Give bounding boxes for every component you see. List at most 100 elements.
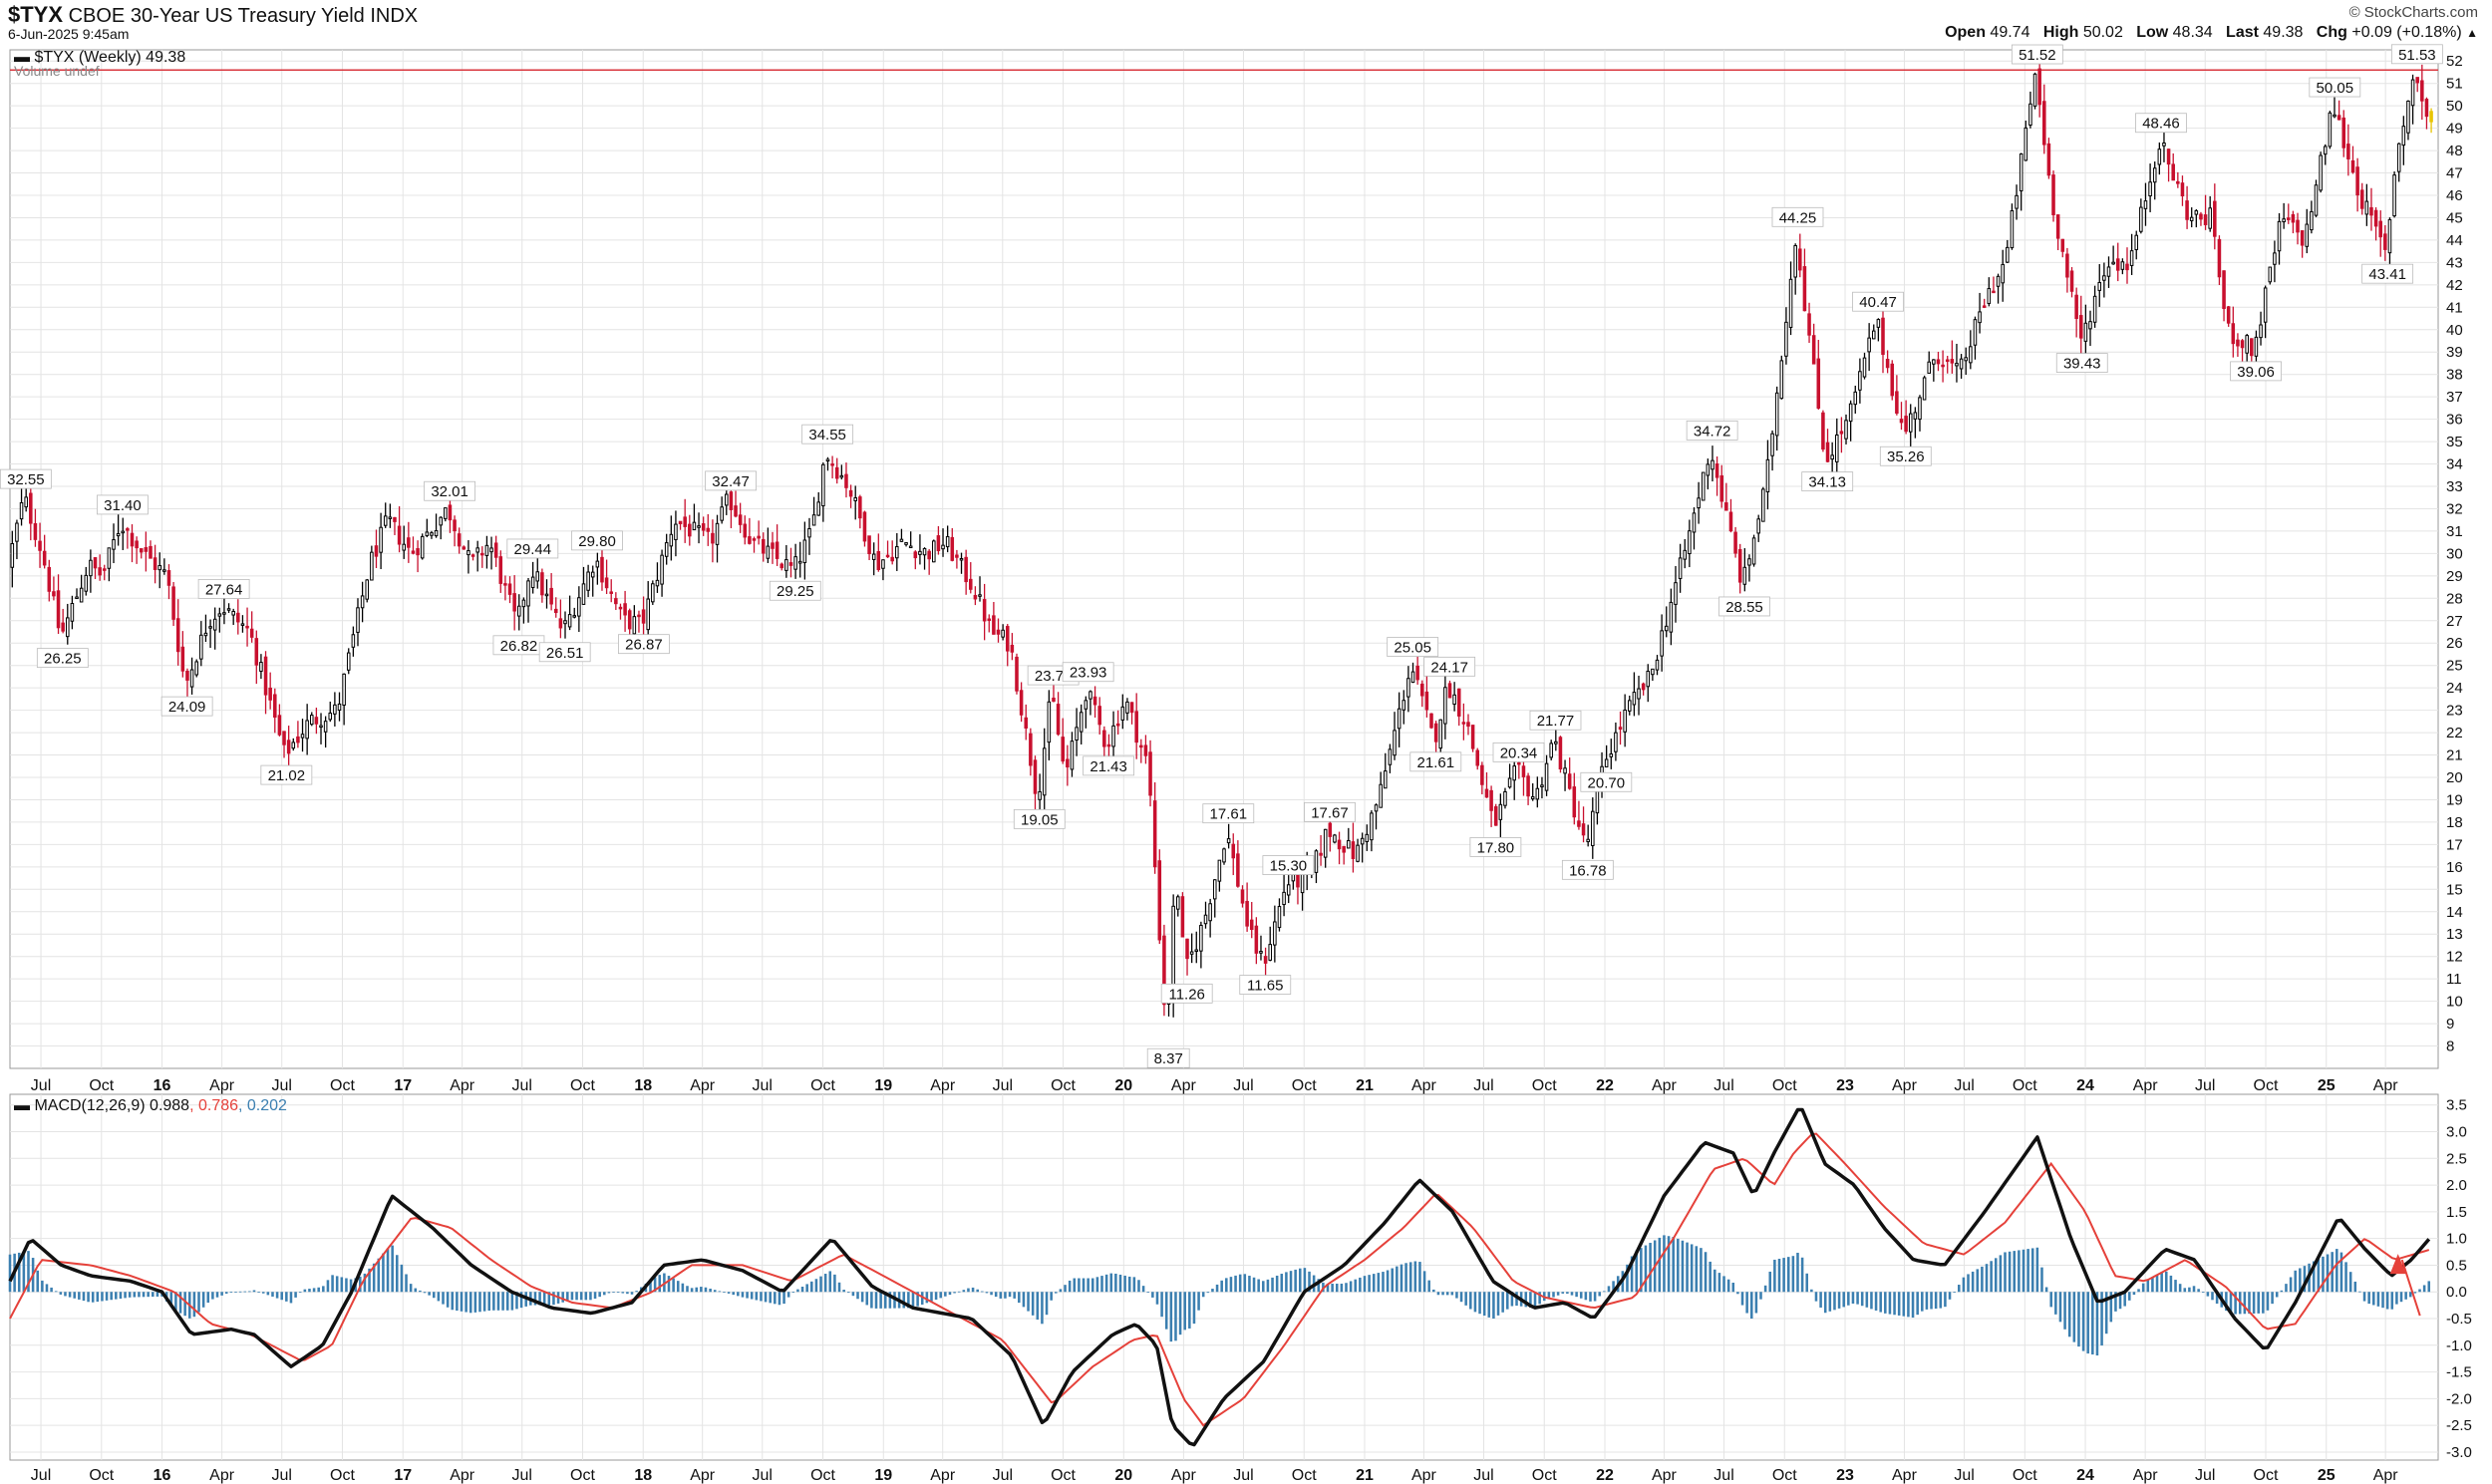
candle-body [189,669,194,688]
macd-line [8,1107,2431,1447]
candle-body [848,489,853,497]
macd-histogram-bar [1041,1292,1044,1325]
macd-histogram-bar [1593,1292,1597,1302]
macd-histogram-bar [774,1292,777,1305]
macd-histogram-bar [967,1288,970,1293]
macd-histogram-bar [2404,1292,2407,1300]
candle-body [1530,796,1535,799]
macd-x-tick-label: 22 [1596,1467,1614,1484]
macd-histogram-bar [1833,1292,1836,1311]
macd-histogram-bar [482,1292,486,1312]
candle-body [512,593,516,612]
candle-body [807,528,811,538]
macd-histogram-bar [621,1292,625,1294]
macd-histogram-bar [1828,1292,1832,1312]
candle-body [1881,317,1885,356]
candle-body [1240,889,1245,904]
price-y-tick-label: 45 [2446,209,2463,226]
exchange: INDX [370,5,419,27]
macd-histogram-bar [363,1273,367,1293]
candle-body [1052,697,1056,703]
macd-histogram-bar [2188,1287,2191,1293]
macd-histogram-bar [206,1292,210,1304]
macd-histogram-bar [1018,1292,1021,1304]
macd-histogram-bar [1137,1280,1140,1293]
price-annotation-box [1062,662,1114,683]
price-annotation-box [2309,77,2361,98]
candle-body [1447,683,1452,699]
macd-histogram-bar [96,1292,100,1303]
macd-histogram-bar [1206,1292,1210,1294]
price-x-tick-label: Jul [1954,1077,1974,1094]
candle-body [2291,213,2296,223]
price-x-tick-label: 21 [1356,1077,1374,1094]
macd-x-tick-label: 17 [394,1467,412,1484]
candle-body [1333,834,1337,843]
candle-body [936,535,941,552]
macd-histogram-bar [902,1292,906,1309]
candle-body [1038,790,1042,800]
candle-body [2277,220,2282,252]
macd-histogram-bar [786,1292,790,1298]
macd-histogram-bar [211,1292,214,1300]
macd-histogram-bar [91,1292,95,1303]
macd-histogram-bar [1561,1292,1565,1294]
candle-body [370,551,374,581]
candle-body [683,516,687,527]
macd-histogram-bar [1192,1292,1196,1325]
macd-x-tick-label: Apr [1892,1467,1918,1484]
macd-histogram-bar [1736,1292,1739,1295]
macd-histogram-bar [2299,1268,2302,1293]
candle-body [407,537,411,548]
candle-body [2217,238,2222,278]
price-annotation-box [1013,808,1066,829]
candle-body [530,576,535,589]
candle-body [1774,392,1779,437]
macd-histogram-bar [1644,1245,1648,1293]
macd-x-tick-label: Jul [1954,1467,1974,1484]
candle-body [1365,833,1370,842]
candle-body [1456,688,1461,717]
macd-histogram-bar [261,1292,265,1294]
candle-body [581,583,586,605]
macd-histogram-bar [2225,1292,2228,1312]
candle-body [784,559,788,571]
candle-body [1314,850,1319,873]
candle-body [655,579,660,587]
candle-body [2387,218,2392,254]
candle-body [950,536,955,561]
price-annotation-box [571,530,623,551]
macd-histogram-bar [2358,1291,2361,1293]
candle-body [1393,730,1397,756]
price-x-tick-label: Jul [993,1077,1013,1094]
price-annotation-box [1387,637,1439,657]
macd-histogram-bar [460,1292,464,1312]
macd-histogram-bar [649,1280,652,1293]
macd-x-tick-label: Jul [1473,1467,1493,1484]
price-x-tick-label: Jul [2195,1077,2215,1094]
candle-body [535,571,540,582]
candle-body [2287,217,2291,220]
macd-histogram-bar [1529,1292,1532,1308]
macd-histogram-bar [1819,1292,1822,1308]
candle-body [480,552,484,556]
macd-signal-tail [2400,1259,2421,1317]
macd-histogram-bar [2418,1289,2421,1293]
candle-body [632,616,637,635]
candle-body [1816,358,1821,409]
price-x-tick-label: Oct [1772,1077,1797,1094]
up-arrow-icon: ▲ [2466,26,2478,40]
macd-histogram-bar [275,1292,279,1299]
candle-body [918,550,922,555]
macd-histogram-bar [990,1292,993,1296]
price-x-tick-label: Oct [1532,1077,1557,1094]
candle-body [1742,566,1747,585]
macd-histogram-bar [271,1292,274,1297]
macd-histogram-bar [1686,1242,1689,1293]
macd-x-tick-label: Oct [1292,1467,1317,1484]
price-annotation: 19.05 [1021,811,1059,828]
candle-body [816,501,821,516]
macd-histogram-bar [2165,1271,2168,1293]
candle-body [139,548,144,553]
